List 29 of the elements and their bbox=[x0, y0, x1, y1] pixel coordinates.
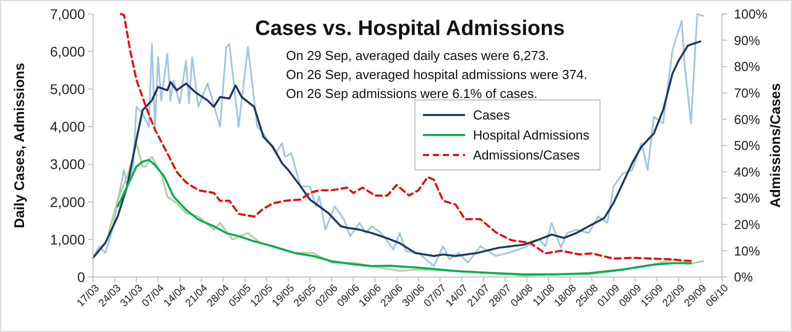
line-series bbox=[116, 158, 692, 276]
y2-tick-label: 40% bbox=[734, 164, 760, 180]
y-tick-label: 5,000 bbox=[50, 81, 86, 98]
y2-tick-label: 90% bbox=[734, 32, 760, 48]
y-tick-label: 6,000 bbox=[50, 43, 86, 60]
annotation: On 26 Sep admissions were 6.1% of cases. bbox=[286, 86, 538, 101]
y-tick-label: 4,000 bbox=[50, 118, 86, 135]
y2-tick-label: 0% bbox=[734, 270, 754, 285]
legend-label: Admissions/Cases bbox=[473, 148, 580, 163]
y-tick-label: 0 bbox=[77, 268, 86, 285]
y2-tick-label: 50% bbox=[734, 138, 760, 154]
annotation: On 29 Sep, averaged daily cases were 6,273. bbox=[286, 48, 550, 63]
legend-label: Hospital Admissions bbox=[473, 128, 590, 143]
y2-tick-label: 10% bbox=[734, 243, 760, 258]
y2-tick-label: 70% bbox=[734, 85, 760, 100]
y-tick-label: 3,000 bbox=[50, 156, 86, 172]
y-tick-label: 7,000 bbox=[50, 6, 86, 22]
y2-axis-title: Admissions/Cases bbox=[767, 83, 783, 208]
chart-title: Cases vs. Hospital Admissions bbox=[255, 17, 565, 40]
y-axis-title: Daily Cases, Admissions bbox=[11, 62, 27, 228]
annotation: On 26 Sep, averaged hospital admissions were 374. bbox=[286, 67, 588, 82]
y-tick-label: 1,000 bbox=[50, 231, 86, 248]
y2-tick-label: 100% bbox=[734, 6, 768, 22]
y2-tick-label: 30% bbox=[734, 190, 760, 206]
y2-tick-label: 60% bbox=[734, 112, 760, 127]
y2-tick-label: 80% bbox=[734, 59, 760, 74]
y2-tick-label: 20% bbox=[734, 216, 760, 232]
legend-label: Cases bbox=[473, 108, 510, 123]
y-tick-label: 2,000 bbox=[50, 194, 86, 210]
